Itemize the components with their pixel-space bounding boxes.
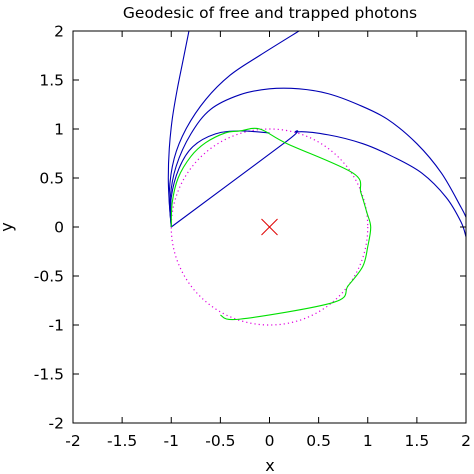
- center-x-marker: [261, 218, 278, 236]
- series-layer: [167, 31, 466, 326]
- free-photon-geodesic-2: [168, 31, 300, 228]
- y-tick-label: -2: [49, 415, 64, 433]
- y-tick-label: 1: [54, 121, 64, 139]
- y-tick-label: -1: [49, 317, 64, 335]
- x-tick-label: 0.5: [306, 432, 331, 450]
- y-axis-label: y: [0, 222, 16, 231]
- y-tick-label: 0.5: [39, 170, 64, 188]
- trapped-photon-geodesic-6: [170, 127, 372, 321]
- y-tick-label: -0.5: [34, 268, 64, 286]
- chart-title: Geodesic of free and trapped photons: [123, 4, 417, 22]
- x-tick-label: -1.5: [107, 432, 137, 450]
- free-photon-geodesic-5: [170, 130, 466, 237]
- x-tick-label: -2: [65, 432, 80, 450]
- x-tick-label: 0: [265, 432, 275, 450]
- y-tick-label: -1.5: [34, 366, 64, 384]
- x-tick-label: -1: [164, 432, 179, 450]
- y-tick-label: 0: [54, 219, 64, 237]
- x-tick-label: -0.5: [205, 432, 235, 450]
- marker-layer: [261, 218, 278, 236]
- x-tick-label: 1.5: [405, 432, 430, 450]
- free-photon-geodesic-4: [170, 130, 270, 228]
- free-photon-geodesic-3: [169, 87, 466, 228]
- x-axis-label: x: [265, 456, 274, 474]
- y-tick-label: 1.5: [39, 72, 64, 90]
- x-tick-label: 1: [363, 432, 373, 450]
- tick-layer: -2 -1.5 -1 -0.5 0 0.5 1 1.5 2 -2 -1.5 -1 -0.5 0 0.5 1 1.…: [34, 23, 471, 451]
- y-tick-label: 2: [54, 23, 64, 41]
- x-tick-label: 2: [461, 432, 471, 450]
